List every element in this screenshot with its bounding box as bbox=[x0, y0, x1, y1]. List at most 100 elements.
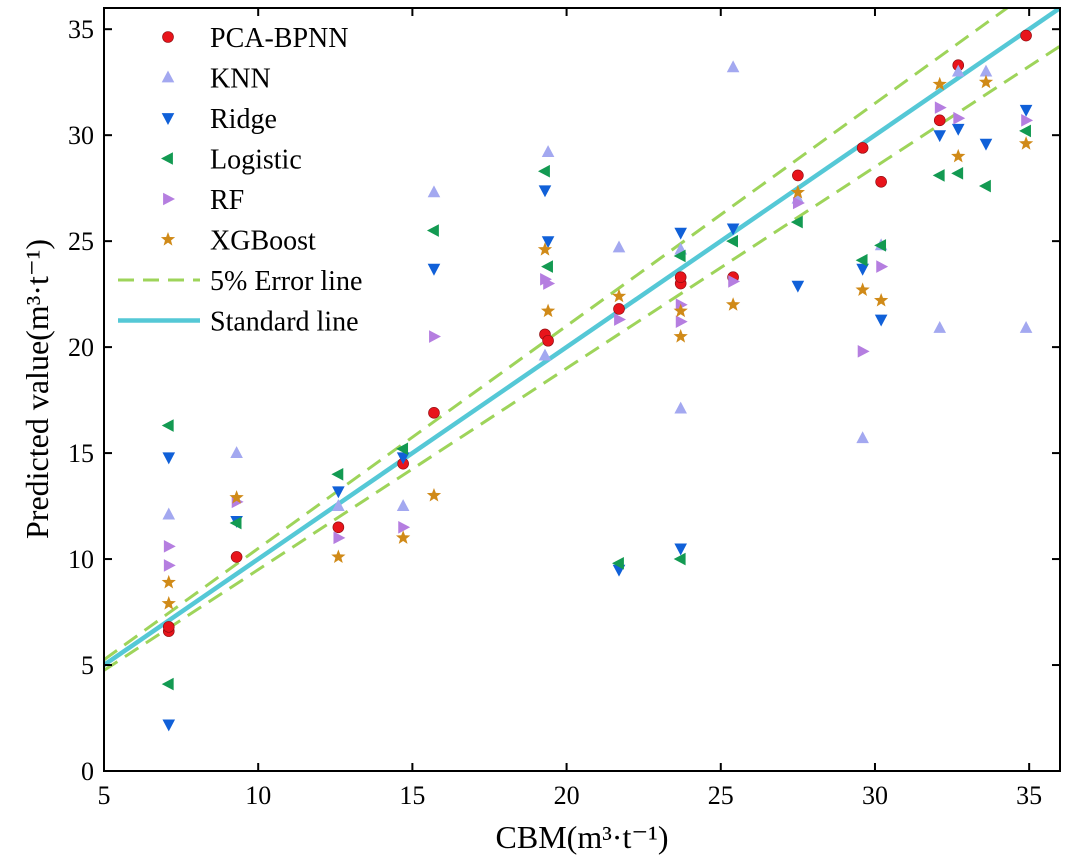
logistic-point-11 bbox=[673, 249, 686, 263]
legend-item-rf: RF bbox=[163, 185, 244, 216]
knn-point-16 bbox=[951, 64, 965, 77]
knn-point-6 bbox=[538, 348, 552, 361]
x-tick-label-15: 15 bbox=[399, 781, 425, 810]
ridge-point-18 bbox=[979, 138, 993, 151]
rf-point-11 bbox=[675, 315, 688, 328]
xgboost-point-2 bbox=[161, 596, 176, 610]
y-tick-label-25: 25 bbox=[68, 227, 94, 256]
rf-point-5 bbox=[398, 520, 411, 534]
rf-point-1 bbox=[163, 540, 176, 553]
pca-bpnn-point-6 bbox=[428, 407, 440, 419]
logistic-point-2 bbox=[161, 677, 174, 691]
ridge-point-10 bbox=[674, 543, 687, 556]
xgboost-point-12 bbox=[725, 297, 741, 311]
rf-point-9 bbox=[614, 313, 627, 326]
y-tick-label-35: 35 bbox=[68, 15, 94, 44]
xgboost-point-7 bbox=[537, 242, 553, 256]
xgboost-point-18 bbox=[978, 74, 994, 89]
ridge-point-12 bbox=[726, 223, 740, 236]
legend-item-standard-line: Standard line bbox=[118, 307, 359, 338]
logistic-point-12 bbox=[726, 234, 739, 248]
xgboost-point-5 bbox=[396, 530, 411, 544]
logistic-point-6 bbox=[426, 224, 439, 237]
logistic-point-17 bbox=[951, 167, 964, 180]
x-tick-label-25: 25 bbox=[708, 781, 734, 810]
legend-label-ridge: Ridge bbox=[210, 104, 277, 135]
pca-bpnn-point-15 bbox=[875, 175, 887, 188]
xgboost-point-14 bbox=[855, 282, 870, 296]
ridge-point-15 bbox=[874, 314, 888, 327]
rf-point-6 bbox=[429, 330, 441, 343]
legend-item-pca-bpnn: PCA-BPNN bbox=[162, 23, 348, 54]
x-tick-label-5: 5 bbox=[98, 781, 111, 810]
legend-symbol-ridge bbox=[161, 113, 175, 125]
ridge-point-5 bbox=[396, 452, 410, 465]
y-tick-label-30: 30 bbox=[68, 121, 94, 150]
pca-bpnn-point-16 bbox=[933, 114, 946, 127]
logistic-point-13 bbox=[790, 215, 803, 229]
knn-point-18 bbox=[1019, 321, 1033, 333]
ridge-point-4 bbox=[332, 486, 345, 499]
logistic-point-14 bbox=[855, 253, 868, 267]
logistic-point-7 bbox=[537, 164, 550, 178]
ridge-point-1 bbox=[162, 452, 176, 465]
rf-point-2 bbox=[163, 559, 176, 572]
legend-item-xgboost: XGBoost bbox=[160, 226, 316, 257]
rf-point-4 bbox=[333, 531, 346, 545]
ridge-point-17 bbox=[951, 123, 965, 136]
xgboost-point-19 bbox=[1018, 136, 1034, 150]
legend: PCA-BPNN KNN Ridge Logistic RF XGBoost 5% Erro… bbox=[118, 23, 362, 338]
xgboost-point-17 bbox=[951, 148, 966, 163]
legend-label-xgboost: XGBoost bbox=[210, 226, 316, 257]
logistic-point-15 bbox=[874, 239, 887, 252]
knn-point-11 bbox=[726, 60, 740, 73]
logistic-point-1 bbox=[161, 419, 174, 432]
legend-symbol-rf bbox=[163, 192, 175, 206]
legend-label-logistic: Logistic bbox=[210, 145, 302, 176]
5-error-line-segment-2 bbox=[104, 44, 1060, 672]
ridge-point-2 bbox=[162, 719, 176, 732]
ridge-point-14 bbox=[856, 263, 869, 276]
xgboost-point-13 bbox=[790, 184, 805, 199]
rf-point-16 bbox=[934, 101, 947, 114]
xgboost-point-10 bbox=[673, 303, 688, 318]
y-axis-title: Predicted value(m³·t⁻¹) bbox=[19, 239, 55, 539]
rf-point-12 bbox=[728, 275, 741, 288]
pca-bpnn-point-8 bbox=[542, 334, 554, 347]
xgboost-point-3 bbox=[229, 490, 244, 504]
series-xgboost bbox=[161, 74, 1034, 610]
knn-point-1 bbox=[162, 507, 176, 520]
knn-point-7 bbox=[541, 145, 555, 158]
ridge-point-11 bbox=[674, 227, 687, 240]
reference-lines bbox=[104, 8, 1060, 672]
legend-label-knn: KNN bbox=[210, 64, 271, 95]
xgboost-point-9 bbox=[611, 288, 627, 303]
rf-point-8 bbox=[543, 277, 556, 290]
logistic-point-4 bbox=[331, 467, 344, 481]
ridge-point-13 bbox=[791, 280, 805, 293]
ridge-point-8 bbox=[541, 236, 555, 249]
logistic-point-8 bbox=[541, 260, 553, 273]
rf-point-14 bbox=[857, 345, 870, 358]
logistic-point-9 bbox=[612, 556, 624, 570]
pca-bpnn-point-2 bbox=[162, 621, 175, 633]
y-tick-label-15: 15 bbox=[68, 439, 94, 468]
pca-bpnn-point-14 bbox=[856, 142, 869, 154]
knn-point-13 bbox=[856, 431, 869, 444]
series-rf bbox=[163, 101, 1034, 572]
series-logistic bbox=[161, 124, 1031, 691]
knn-point-2 bbox=[230, 446, 243, 458]
knn-point-3 bbox=[332, 499, 345, 511]
legend-item-logistic: Logistic bbox=[161, 145, 302, 176]
ridge-point-6 bbox=[427, 263, 441, 276]
logistic-point-10 bbox=[673, 552, 686, 566]
standard-line-segment-1 bbox=[104, 8, 1060, 667]
knn-point-5 bbox=[427, 185, 441, 198]
x-tick-label-20: 20 bbox=[554, 781, 580, 810]
knn-point-8 bbox=[612, 240, 626, 253]
5-error-line-segment-1 bbox=[104, 8, 1010, 661]
xgboost-point-15 bbox=[874, 292, 889, 307]
rf-point-13 bbox=[792, 196, 805, 210]
